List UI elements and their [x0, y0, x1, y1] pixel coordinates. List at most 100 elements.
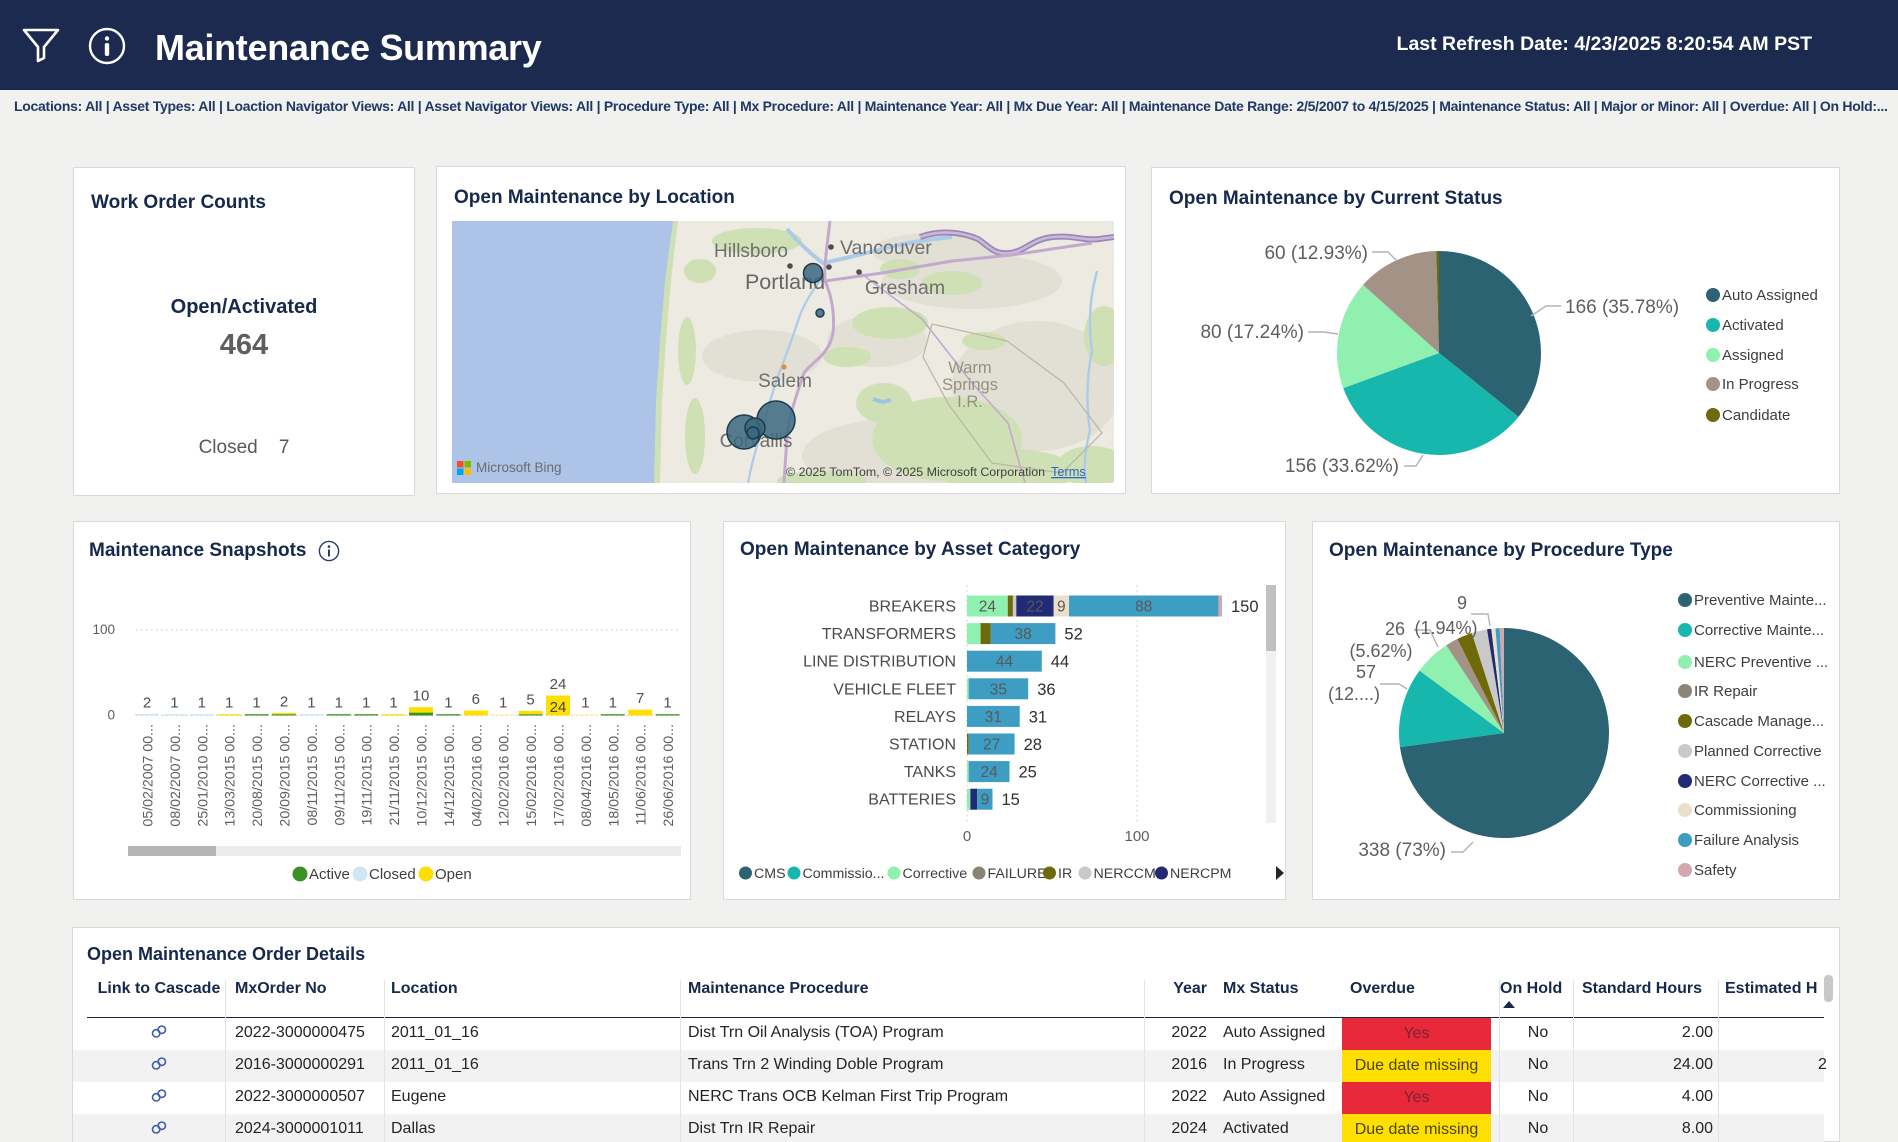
- svg-text:10: 10: [413, 688, 430, 705]
- svg-text:60 (12.93%): 60 (12.93%): [1264, 243, 1368, 264]
- svg-text:Assigned: Assigned: [1722, 347, 1784, 364]
- svg-text:15/02/2016 00...: 15/02/2016 00...: [524, 724, 540, 827]
- svg-text:NERCPM: NERCPM: [1170, 866, 1231, 882]
- svg-text:156 (33.62%): 156 (33.62%): [1285, 456, 1399, 477]
- svg-text:Commissio...: Commissio...: [803, 866, 885, 882]
- svg-text:Salem: Salem: [758, 371, 812, 392]
- svg-text:24: 24: [550, 676, 567, 693]
- svg-text:BATTERIES: BATTERIES: [868, 792, 956, 809]
- svg-text:1: 1: [609, 695, 617, 712]
- svg-text:25/01/2010 00...: 25/01/2010 00...: [195, 724, 211, 827]
- svg-text:28: 28: [1024, 736, 1042, 754]
- svg-text:Candidate: Candidate: [1722, 407, 1790, 424]
- svg-text:100: 100: [1124, 828, 1149, 845]
- svg-text:Warm: Warm: [948, 359, 991, 377]
- svg-text:Microsoft Bing: Microsoft Bing: [476, 460, 562, 475]
- svg-text:15: 15: [1002, 791, 1020, 809]
- svg-text:9: 9: [1057, 599, 1066, 616]
- svg-text:44: 44: [1051, 653, 1069, 671]
- svg-text:36: 36: [1037, 681, 1055, 699]
- svg-text:Planned Corrective: Planned Corrective: [1694, 743, 1822, 760]
- svg-text:1: 1: [499, 695, 507, 712]
- svg-text:Commissioning: Commissioning: [1694, 802, 1797, 819]
- svg-text:Preventive Mainte...: Preventive Mainte...: [1694, 592, 1827, 609]
- svg-text:NERC Preventive ...: NERC Preventive ...: [1694, 654, 1828, 671]
- svg-text:0: 0: [107, 708, 115, 723]
- svg-text:44: 44: [996, 654, 1014, 671]
- svg-text:Springs: Springs: [942, 376, 998, 394]
- svg-text:Failure Analysis: Failure Analysis: [1694, 832, 1799, 849]
- svg-text:NERC Corrective ...: NERC Corrective ...: [1694, 773, 1826, 790]
- svg-text:38: 38: [1014, 626, 1031, 643]
- svg-text:14/12/2015 00...: 14/12/2015 00...: [442, 724, 458, 827]
- svg-text:1: 1: [170, 695, 178, 712]
- svg-text:11/06/2016 00...: 11/06/2016 00...: [634, 724, 650, 826]
- svg-text:VEHICLE FLEET: VEHICLE FLEET: [833, 681, 956, 698]
- svg-text:Terms: Terms: [1051, 464, 1086, 479]
- svg-text:Closed: Closed: [369, 866, 416, 883]
- svg-text:26/06/2016 00...: 26/06/2016 00...: [661, 724, 677, 827]
- svg-text:2: 2: [143, 694, 151, 711]
- svg-text:08/04/2016 00...: 08/04/2016 00...: [579, 724, 595, 827]
- svg-text:BREAKERS: BREAKERS: [869, 599, 956, 616]
- svg-text:35: 35: [990, 681, 1007, 698]
- svg-text:Activated: Activated: [1722, 317, 1784, 334]
- svg-text:13/03/2015 00...: 13/03/2015 00...: [223, 724, 239, 827]
- svg-text:20/09/2015 00...: 20/09/2015 00...: [278, 724, 294, 827]
- svg-text:Cascade Manage...: Cascade Manage...: [1694, 713, 1824, 730]
- svg-text:10/12/2015 00...: 10/12/2015 00...: [415, 724, 431, 827]
- svg-text:IR: IR: [1058, 866, 1072, 882]
- svg-text:2: 2: [280, 693, 288, 710]
- svg-text:(5.62%): (5.62%): [1349, 641, 1412, 661]
- svg-text:0: 0: [963, 828, 971, 845]
- svg-text:338 (73%): 338 (73%): [1358, 840, 1446, 861]
- svg-text:1: 1: [198, 695, 206, 712]
- svg-text:(1.94%): (1.94%): [1414, 618, 1477, 638]
- svg-text:1: 1: [335, 695, 343, 712]
- svg-text:100: 100: [92, 622, 115, 637]
- svg-text:25: 25: [1019, 764, 1037, 782]
- svg-text:(12....): (12....): [1328, 684, 1380, 704]
- svg-text:166 (35.78%): 166 (35.78%): [1565, 297, 1679, 318]
- svg-text:5: 5: [526, 691, 534, 708]
- svg-text:9: 9: [981, 792, 990, 809]
- svg-text:1: 1: [444, 695, 452, 712]
- svg-text:88: 88: [1135, 599, 1152, 616]
- svg-text:NERCCM: NERCCM: [1094, 866, 1156, 882]
- svg-text:Corrective: Corrective: [903, 866, 968, 882]
- svg-text:12/02/2016 00...: 12/02/2016 00...: [497, 724, 513, 827]
- svg-text:24: 24: [980, 764, 998, 781]
- svg-text:Open: Open: [435, 866, 472, 883]
- svg-text:TRANSFORMERS: TRANSFORMERS: [822, 626, 956, 643]
- svg-text:150: 150: [1231, 598, 1259, 616]
- svg-text:6: 6: [472, 691, 480, 708]
- svg-text:17/02/2016 00...: 17/02/2016 00...: [552, 724, 568, 827]
- svg-text:21/11/2015 00...: 21/11/2015 00...: [387, 724, 403, 826]
- svg-text:24: 24: [979, 599, 997, 616]
- svg-text:Vancouver: Vancouver: [840, 237, 932, 259]
- svg-text:31: 31: [1029, 708, 1047, 726]
- svg-text:31: 31: [985, 709, 1002, 726]
- svg-text:08/02/2007 00...: 08/02/2007 00...: [168, 724, 184, 827]
- svg-text:08/11/2015 00...: 08/11/2015 00...: [305, 724, 321, 826]
- svg-text:80 (17.24%): 80 (17.24%): [1200, 322, 1304, 343]
- svg-text:CMS: CMS: [754, 866, 786, 882]
- svg-text:FAILURE: FAILURE: [988, 866, 1047, 882]
- svg-text:04/02/2016 00...: 04/02/2016 00...: [469, 724, 485, 827]
- svg-text:Active: Active: [309, 866, 350, 883]
- svg-text:Auto Assigned: Auto Assigned: [1722, 287, 1818, 304]
- svg-text:19/11/2015 00...: 19/11/2015 00...: [360, 724, 376, 826]
- svg-text:24: 24: [550, 699, 567, 716]
- svg-text:52: 52: [1064, 626, 1082, 644]
- svg-text:22: 22: [1026, 599, 1043, 616]
- svg-text:IR Repair: IR Repair: [1694, 683, 1757, 700]
- svg-text:1: 1: [252, 695, 260, 712]
- svg-text:20/08/2015 00...: 20/08/2015 00...: [250, 724, 266, 827]
- svg-text:1: 1: [362, 695, 370, 712]
- svg-text:In Progress: In Progress: [1722, 376, 1799, 393]
- svg-text:LINE DISTRIBUTION: LINE DISTRIBUTION: [803, 654, 956, 671]
- svg-text:1: 1: [581, 695, 589, 712]
- svg-text:7: 7: [636, 690, 644, 707]
- svg-text:Safety: Safety: [1694, 862, 1737, 879]
- svg-text:26: 26: [1385, 619, 1405, 639]
